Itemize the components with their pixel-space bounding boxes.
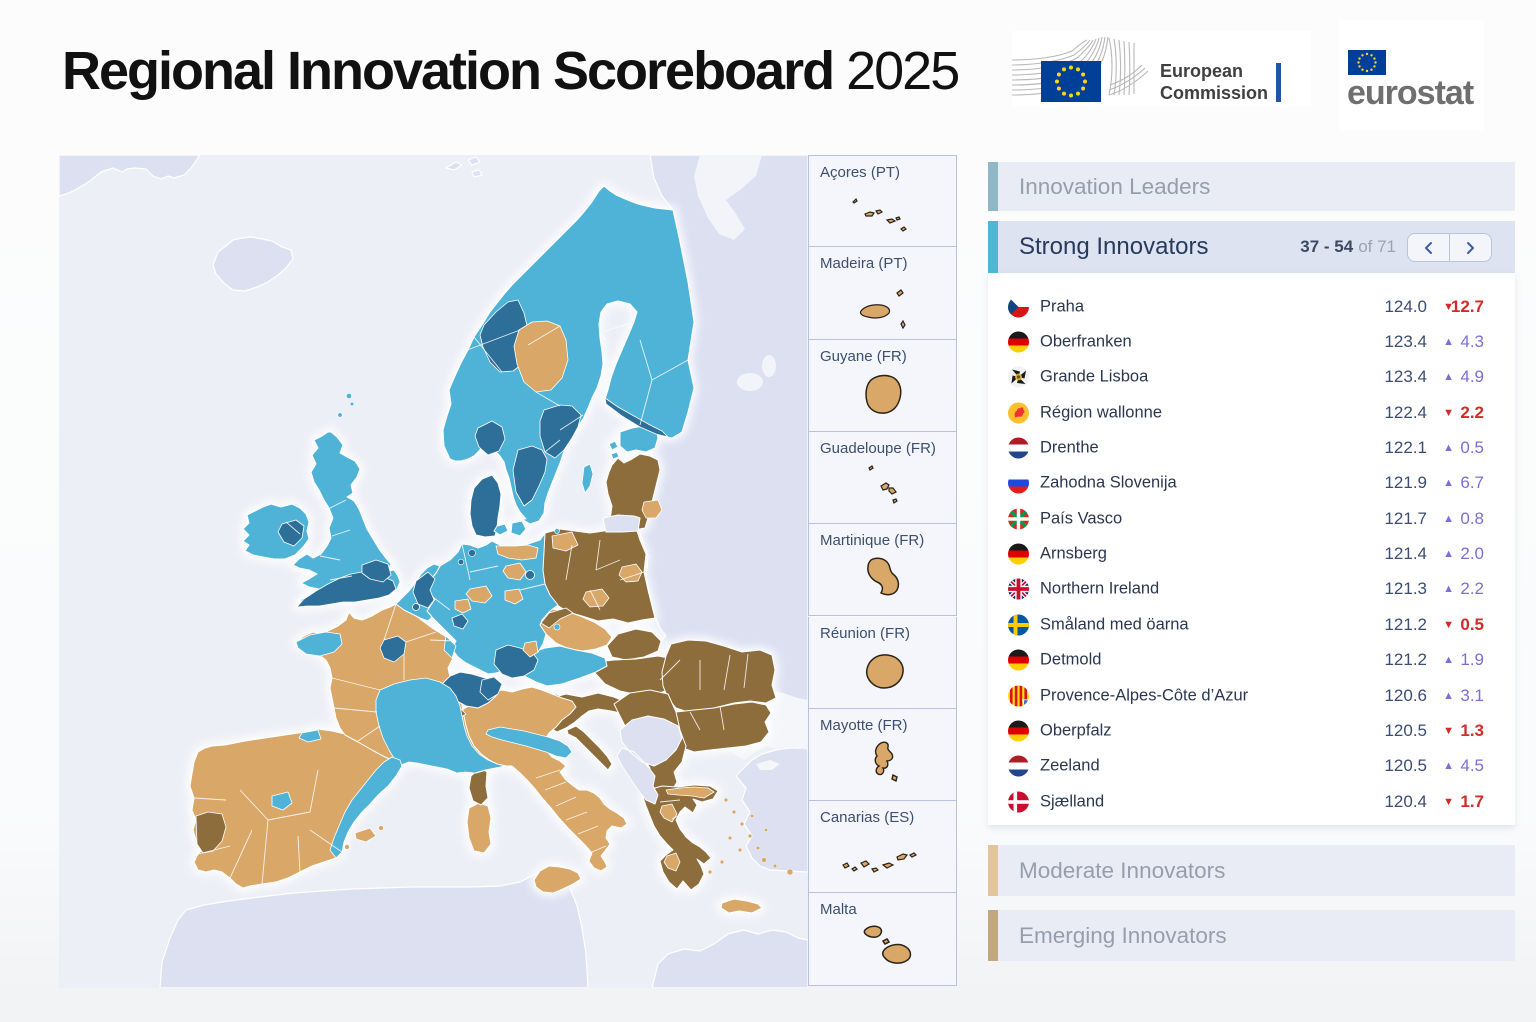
svg-text:Commission: Commission <box>1160 83 1268 103</box>
svg-text:European: European <box>1160 61 1243 81</box>
svg-text:eurostat: eurostat <box>1347 74 1474 112</box>
